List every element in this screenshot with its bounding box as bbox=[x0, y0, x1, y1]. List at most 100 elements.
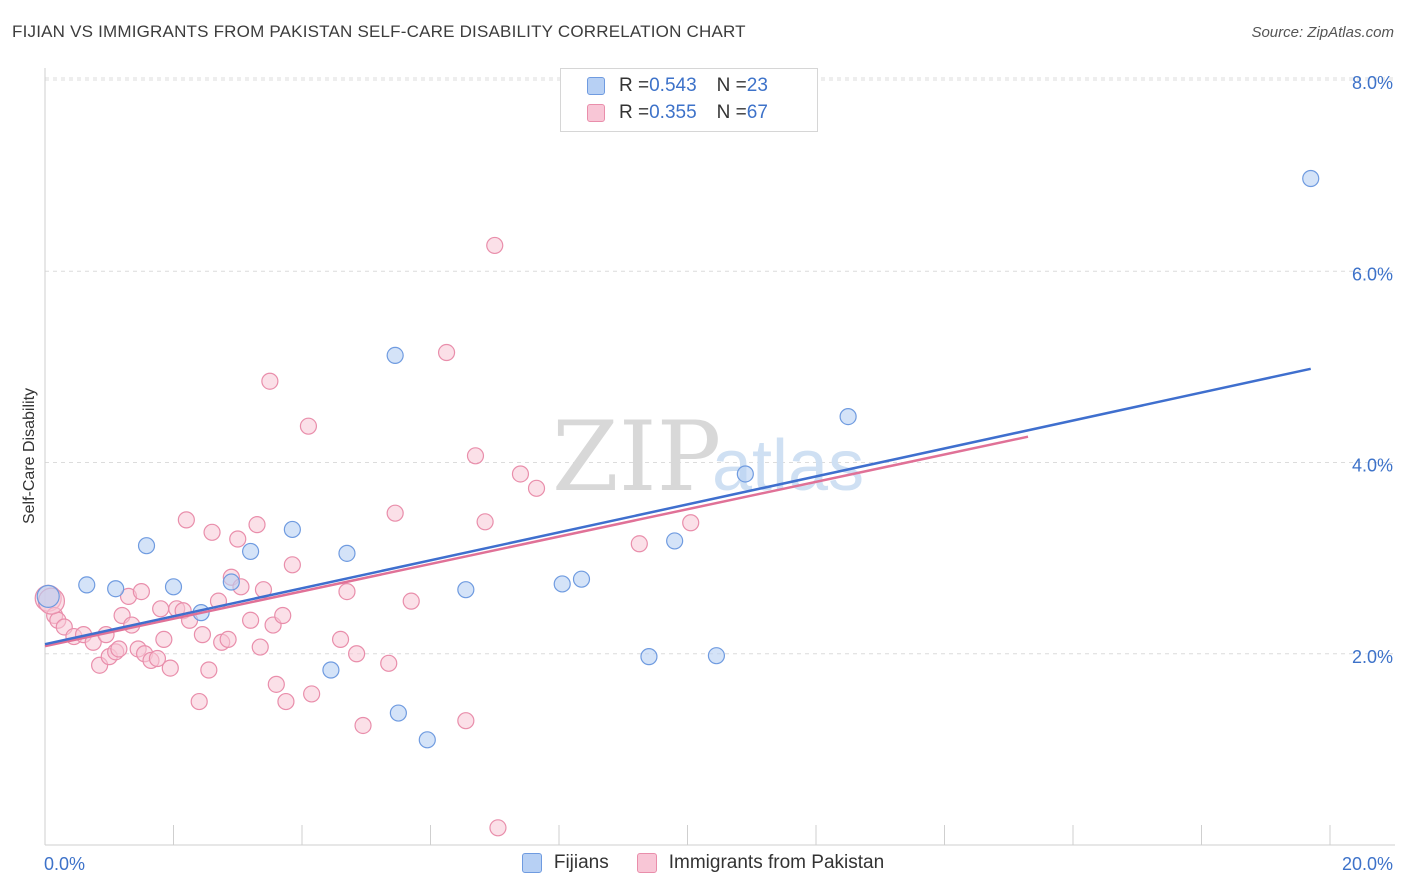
pakistan-point bbox=[203, 523, 221, 541]
pakistan-point bbox=[402, 592, 420, 610]
trend-line-pakistan bbox=[44, 435, 1029, 648]
n-label: N = bbox=[716, 102, 747, 123]
legend-row-pakistan: R = 0.355 N = 67 bbox=[587, 100, 768, 126]
pakistan-point bbox=[303, 685, 321, 703]
pakistan-point bbox=[277, 692, 295, 711]
legend-swatch-fijians bbox=[521, 853, 542, 873]
fijian-point bbox=[553, 575, 571, 593]
y-axis-label: Self-Care Disability bbox=[21, 388, 38, 524]
fijian-point bbox=[164, 578, 183, 596]
pakistan-point bbox=[527, 479, 546, 497]
pakistan-point bbox=[190, 692, 208, 711]
legend-swatch-pakistan bbox=[587, 104, 605, 122]
fijian-point bbox=[707, 647, 726, 665]
pakistan-point bbox=[155, 630, 173, 649]
legend-label-fijians: Fijians bbox=[553, 852, 609, 873]
fijian-point bbox=[283, 520, 301, 539]
pakistan-point bbox=[251, 638, 269, 656]
r-label: R = bbox=[619, 102, 650, 123]
n-value: 67 bbox=[746, 102, 768, 123]
fijian-point bbox=[457, 581, 475, 599]
fijian-point bbox=[839, 408, 857, 426]
pakistan-point bbox=[110, 640, 128, 658]
fijian-point bbox=[107, 580, 125, 598]
pakistan-points bbox=[34, 236, 700, 837]
pakistan-point bbox=[386, 504, 404, 522]
pakistan-point bbox=[466, 447, 485, 465]
pakistan-point bbox=[682, 514, 700, 532]
fijian-point bbox=[386, 346, 404, 364]
r-value: 0.543 bbox=[649, 75, 697, 96]
fijian-point bbox=[338, 544, 356, 562]
pakistan-point bbox=[229, 530, 247, 548]
trend-lines bbox=[44, 367, 1311, 648]
fijian-point bbox=[1302, 169, 1320, 188]
pakistan-point bbox=[630, 535, 648, 553]
watermark-zip: ZIP bbox=[552, 401, 721, 513]
pakistan-point bbox=[338, 582, 356, 601]
n-label: N = bbox=[716, 75, 747, 96]
pakistan-point bbox=[267, 675, 285, 693]
pakistan-point bbox=[152, 600, 170, 618]
legend-item-fijians[interactable]: Fijians bbox=[521, 852, 609, 874]
fijian-point bbox=[666, 532, 684, 550]
fijian-point bbox=[418, 731, 436, 749]
fijian-point bbox=[222, 573, 240, 591]
pakistan-point bbox=[511, 465, 530, 483]
pakistan-point bbox=[219, 630, 237, 649]
pakistan-point bbox=[348, 645, 366, 663]
chart-title: FIJIAN VS IMMIGRANTS FROM PAKISTAN SELF-… bbox=[12, 22, 746, 41]
pakistan-point bbox=[283, 556, 301, 574]
pakistan-point bbox=[486, 236, 504, 255]
pakistan-point bbox=[380, 654, 398, 672]
pakistan-point bbox=[476, 513, 494, 531]
legend-row-fijians: R = 0.543 N = 23 bbox=[587, 73, 768, 99]
pakistan-point bbox=[161, 659, 179, 677]
pakistan-point bbox=[132, 582, 150, 601]
watermark: ZIP atlas bbox=[552, 401, 864, 513]
tick-labels: 2.0% 4.0% 6.0% 8.0% 0.0% 20.0% bbox=[44, 73, 1393, 874]
y-tick-label: 2.0% bbox=[1352, 647, 1393, 667]
r-label: R = bbox=[619, 75, 650, 96]
fijian-point bbox=[736, 465, 754, 483]
series-legend: Fijians Immigrants from Pakistan bbox=[0, 852, 1406, 874]
pakistan-point bbox=[274, 606, 292, 625]
n-value: 23 bbox=[746, 75, 768, 96]
pakistan-point bbox=[242, 611, 260, 629]
fijian-point bbox=[78, 576, 96, 594]
legend-label-pakistan: Immigrants from Pakistan bbox=[668, 852, 885, 873]
pakistan-point bbox=[331, 630, 350, 649]
axes bbox=[44, 68, 1395, 846]
pakistan-point bbox=[457, 712, 475, 730]
pakistan-point bbox=[248, 516, 266, 534]
r-value: 0.355 bbox=[649, 102, 697, 123]
fijian-point bbox=[640, 648, 658, 666]
fijian-point bbox=[572, 570, 591, 588]
x-tick-label: 0.0% bbox=[44, 854, 85, 874]
fijian-point bbox=[389, 704, 407, 722]
pakistan-point bbox=[200, 661, 218, 679]
legend-stats: R = 0.543 N = 23 R = 0.355 N = 67 bbox=[560, 68, 818, 132]
fijian-point bbox=[242, 542, 260, 561]
pakistan-point bbox=[261, 372, 279, 390]
fijian-point bbox=[36, 584, 60, 608]
legend-swatch-fijians bbox=[587, 77, 605, 95]
fijian-point bbox=[322, 661, 340, 679]
grid bbox=[45, 77, 1395, 655]
fijian-points bbox=[36, 169, 1320, 749]
pakistan-point bbox=[489, 819, 507, 837]
pakistan-point bbox=[437, 343, 456, 362]
pakistan-point bbox=[354, 716, 372, 735]
trend-line-fijians bbox=[44, 367, 1311, 646]
fijian-point bbox=[137, 537, 156, 555]
pakistan-point bbox=[193, 626, 212, 644]
x-tick-label: 20.0% bbox=[1342, 854, 1393, 874]
y-tick-label: 6.0% bbox=[1352, 264, 1393, 284]
pakistan-point bbox=[177, 511, 195, 529]
pakistan-point bbox=[299, 417, 318, 435]
pakistan-point bbox=[148, 649, 167, 668]
y-tick-label: 8.0% bbox=[1352, 73, 1393, 93]
legend-item-pakistan[interactable]: Immigrants from Pakistan bbox=[636, 852, 885, 874]
legend-swatch-pakistan bbox=[636, 853, 657, 873]
